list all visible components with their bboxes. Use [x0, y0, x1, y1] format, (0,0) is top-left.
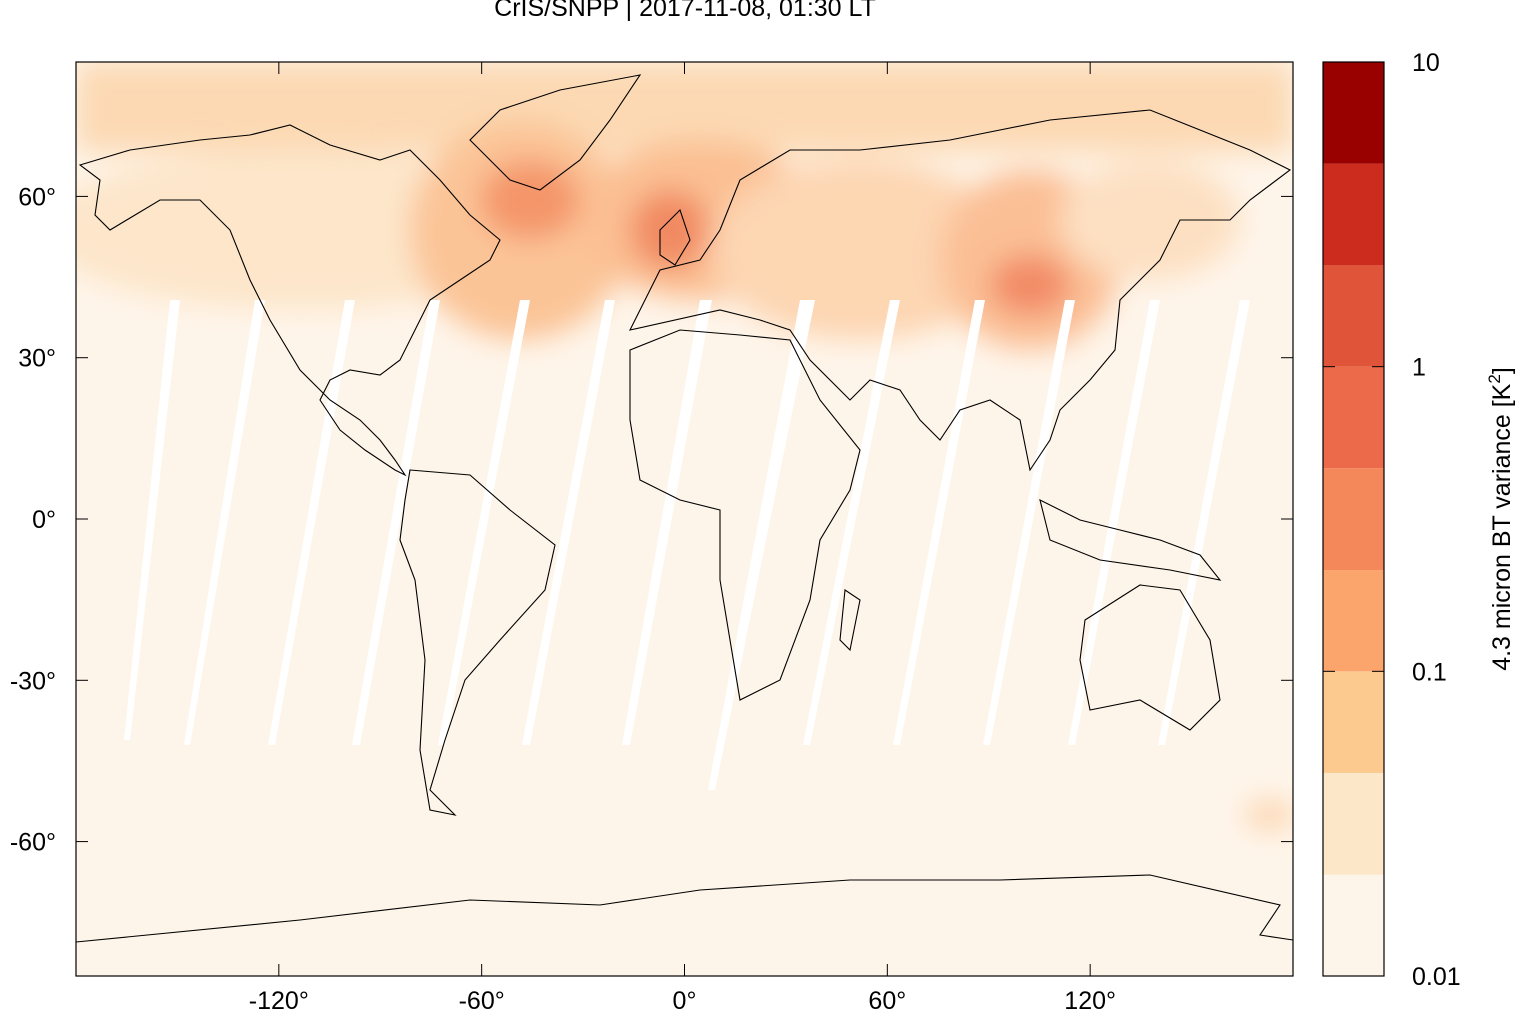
- y-tick-label: -30°: [10, 667, 56, 695]
- colorbar-band: [1323, 163, 1384, 266]
- colorbar-band: [1323, 671, 1384, 773]
- map-field: [76, 62, 1293, 976]
- colorbar-band: [1323, 62, 1384, 164]
- colorbar-label: 4.3 micron BT variance [K2]: [1485, 367, 1516, 671]
- y-tick-label: 0°: [32, 506, 56, 534]
- colorbar-band: [1323, 874, 1384, 976]
- colorbar-band: [1323, 366, 1384, 469]
- coastlines: [76, 74, 1293, 943]
- colorbar-band: [1323, 468, 1384, 571]
- colorbar-frame: [1322, 61, 1385, 977]
- colorbar-tick-label: 1: [1412, 354, 1426, 382]
- title: CrIS/SNPP | 2017-11-08, 01:30 LT: [494, 0, 876, 22]
- colorbar-tick-label: 10: [1412, 49, 1440, 77]
- variance-patches: [76, 62, 1293, 830]
- colorbar-tick-label: 0.1: [1412, 658, 1447, 686]
- x-tick-label: 120°: [1064, 987, 1116, 1015]
- colorbar-band: [1323, 772, 1384, 875]
- y-tick-label: 60°: [18, 183, 56, 211]
- x-tick-label: 60°: [868, 987, 906, 1015]
- x-tick-label: -120°: [249, 987, 309, 1015]
- colorbar-band: [1323, 265, 1384, 367]
- x-tick-label: 0°: [673, 987, 697, 1015]
- y-tick-label: 30°: [18, 345, 56, 373]
- x-tick-label: -60°: [459, 987, 505, 1015]
- colorbar-tick-label: 0.01: [1412, 963, 1461, 991]
- colorbar-band: [1323, 570, 1384, 672]
- y-tick-label: -60°: [10, 829, 56, 857]
